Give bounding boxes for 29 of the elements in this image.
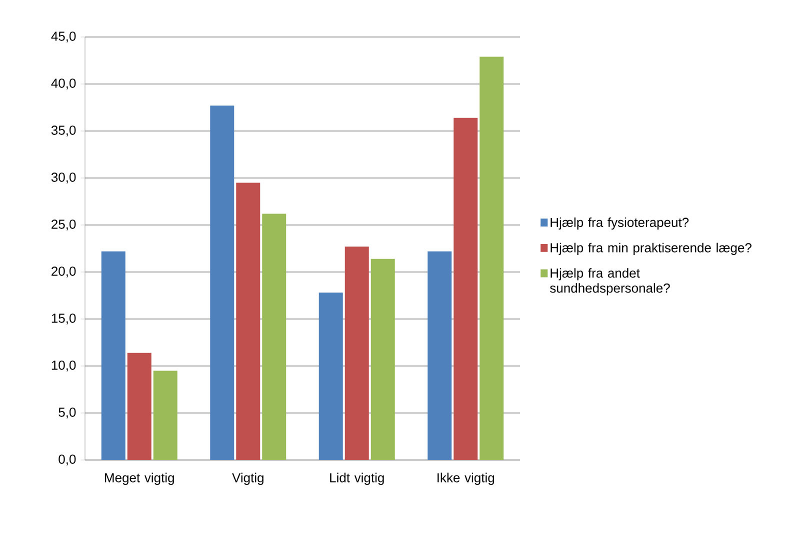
y-tick-label: 20,0 [52,266,76,278]
y-tick-label: 10,0 [52,360,76,372]
y-tick-label: 15,0 [52,314,76,324]
y-tick-label: 40,0 [51,78,76,90]
bar [153,370,178,460]
bar [262,214,286,460]
y-tick-label: 25,0 [52,220,76,230]
legend-label: Hjælp fra min praktiserende læge? [550,242,752,255]
legend-label: Hjælp fra andet sundhedspersonale? [550,268,670,296]
bar [480,56,504,460]
bar [344,246,369,460]
bar [236,182,260,460]
legend-label: Hjælp fra fysioterapeut? [550,217,689,230]
y-tick-label: 0,0 [58,454,76,466]
x-tick-label: Ikke vigtig [438,472,494,485]
y-tick-label: 30,0 [51,172,76,184]
bar [370,258,395,460]
bar [101,251,126,460]
y-tick-label: 35,0 [51,126,76,136]
x-tick-label: Vigtig [232,472,264,485]
y-tick-label: 5,0 [58,408,76,418]
bar [454,118,478,460]
bar [210,106,234,460]
bar [318,292,343,460]
x-tick-label: Meget vigtig [105,472,174,485]
bar [127,352,152,460]
x-tick-label: Lidt vigtig [330,472,384,485]
y-tick-label: 45,0 [51,32,76,42]
bar [428,251,452,460]
